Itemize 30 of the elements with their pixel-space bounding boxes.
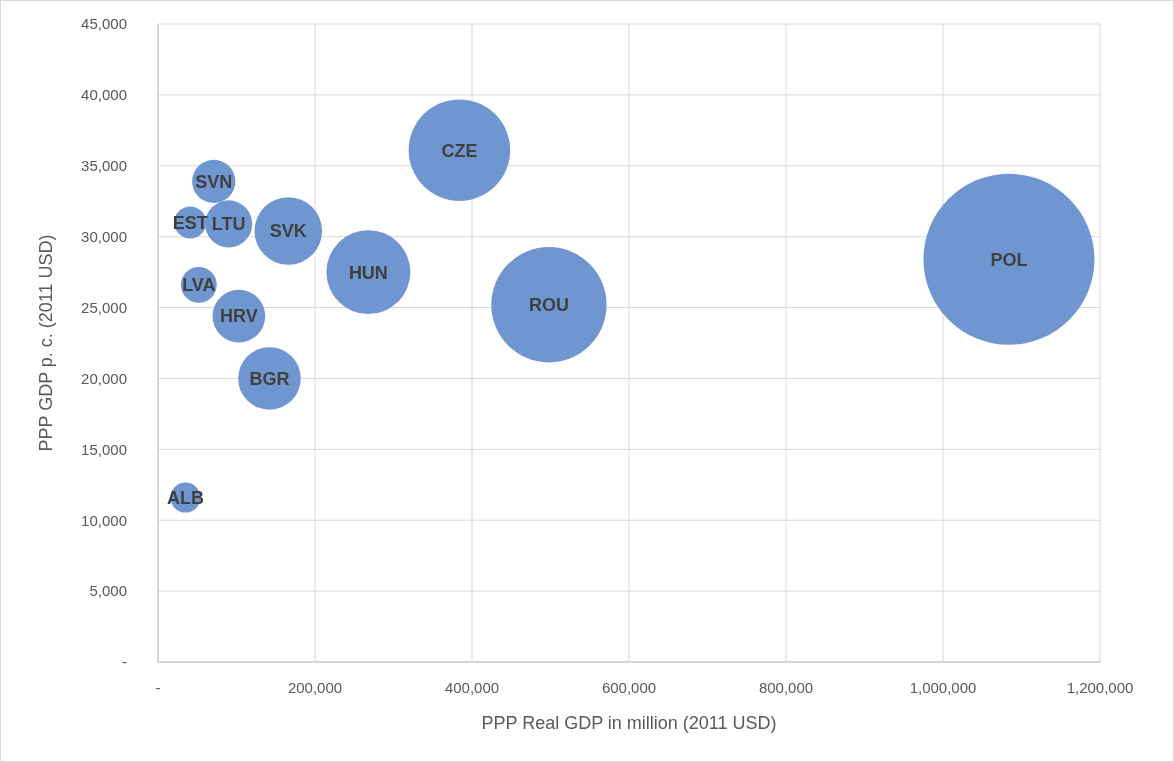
- series-label: BGR: [249, 368, 290, 389]
- y-axis-title: PPP GDP p. c. (2011 USD): [36, 234, 56, 452]
- y-tick-label: 10,000: [81, 511, 127, 529]
- x-tick-label: 1,200,000: [1066, 678, 1134, 696]
- series-label: SVK: [269, 221, 307, 242]
- series-label: SVN: [195, 171, 233, 192]
- x-tick-label: 1,000,000: [909, 678, 977, 696]
- y-tick-label: -: [122, 653, 127, 671]
- series-label: ROU: [528, 295, 569, 316]
- series-label: HRV: [220, 306, 258, 327]
- x-axis-title: PPP Real GDP in million (2011 USD): [481, 713, 777, 733]
- x-tick-label: 600,000: [601, 678, 657, 696]
- x-tick-label: 400,000: [444, 678, 500, 696]
- y-tick-label: 30,000: [81, 227, 127, 245]
- x-tick-label: 800,000: [758, 678, 814, 696]
- y-tick-label: 15,000: [81, 440, 127, 458]
- series-label: EST: [172, 212, 208, 233]
- y-tick-label: 25,000: [81, 298, 127, 316]
- y-tick-label: 5,000: [89, 582, 127, 600]
- series-label: LVA: [182, 275, 216, 296]
- series-label: HUN: [348, 262, 388, 283]
- series-label: LTU: [211, 214, 246, 235]
- series-label: POL: [990, 249, 1028, 270]
- y-tick-label: 35,000: [81, 157, 127, 175]
- x-tick-label: -: [155, 678, 161, 696]
- y-tick-label: 40,000: [81, 86, 127, 104]
- series-label: CZE: [441, 140, 478, 161]
- y-tick-label: 45,000: [81, 15, 127, 33]
- x-tick-label: 200,000: [287, 678, 343, 696]
- y-tick-label: 20,000: [81, 369, 127, 387]
